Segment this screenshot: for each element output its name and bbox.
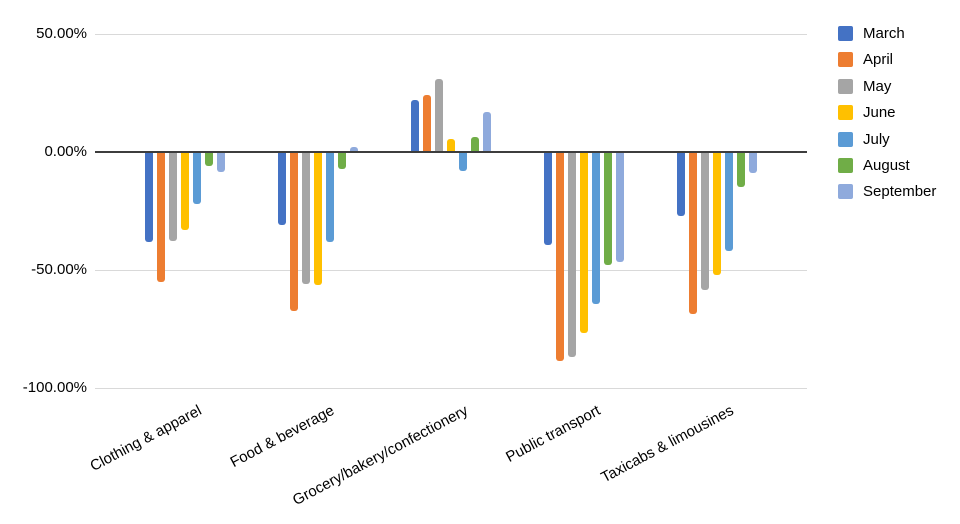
legend-label: March bbox=[863, 25, 905, 42]
legend-label: July bbox=[863, 130, 890, 148]
bar-june-taxicabs-limousines bbox=[712, 152, 721, 275]
legend-label: April bbox=[863, 51, 894, 69]
legend-label: June bbox=[863, 104, 896, 122]
y-tick-label: -50.00% bbox=[31, 261, 87, 278]
legend-item-may: May bbox=[838, 77, 936, 95]
category-label-clothing-apparel: Clothing & apparel bbox=[87, 402, 205, 475]
gridline bbox=[95, 34, 807, 35]
bar-april-clothing-apparel bbox=[156, 152, 165, 282]
zero-axis-line bbox=[95, 151, 807, 153]
bar-september-grocery-bakery-confectionery bbox=[482, 111, 491, 152]
legend: March April May June July August September bbox=[838, 25, 937, 211]
category-group-clothing-apparel bbox=[118, 34, 251, 388]
bar-september-clothing-apparel bbox=[216, 152, 225, 173]
y-tick-label: -100.00% bbox=[22, 379, 87, 396]
bar-may-food-beverage bbox=[301, 152, 310, 285]
bar-june-food-beverage bbox=[313, 152, 322, 286]
bar-august-food-beverage bbox=[337, 152, 346, 169]
bar-august-clothing-apparel bbox=[204, 152, 213, 167]
y-tick-label: 0.00% bbox=[44, 143, 87, 160]
category-label-food-beverage: Food & beverage bbox=[227, 402, 338, 472]
bar-september-public-transport bbox=[615, 152, 624, 262]
legend-item-august: August bbox=[838, 156, 936, 174]
bar-july-clothing-apparel bbox=[192, 152, 201, 204]
legend-swatch-icon bbox=[838, 184, 853, 200]
bar-april-grocery-bakery-confectionery bbox=[422, 95, 431, 152]
bar-august-public-transport bbox=[603, 152, 612, 266]
legend-label: May bbox=[863, 77, 892, 95]
bar-march-public-transport bbox=[543, 152, 552, 246]
gridline bbox=[95, 388, 807, 389]
legend-swatch-icon bbox=[838, 52, 853, 68]
bar-june-grocery-bakery-confectionery bbox=[446, 139, 455, 152]
bar-april-food-beverage bbox=[289, 152, 298, 312]
bar-march-clothing-apparel bbox=[144, 152, 153, 242]
bar-july-taxicabs-limousines bbox=[724, 152, 733, 252]
bar-group bbox=[144, 34, 225, 388]
bar-september-taxicabs-limousines bbox=[748, 152, 757, 174]
bar-group bbox=[277, 34, 358, 388]
bar-march-food-beverage bbox=[277, 152, 286, 226]
bar-july-public-transport bbox=[591, 152, 600, 305]
legend-swatch-icon bbox=[838, 157, 853, 173]
bar-may-public-transport bbox=[567, 152, 576, 358]
legend-item-june: June bbox=[838, 104, 936, 122]
bar-may-taxicabs-limousines bbox=[700, 152, 709, 291]
bar-april-taxicabs-limousines bbox=[688, 152, 697, 314]
legend-item-july: July bbox=[838, 130, 936, 148]
legend-label: September bbox=[863, 183, 937, 201]
legend-item-september: September bbox=[838, 183, 937, 201]
legend-swatch-icon bbox=[838, 26, 853, 41]
legend-item-april: April bbox=[838, 51, 936, 69]
category-group-public-transport bbox=[517, 34, 650, 388]
bar-march-grocery-bakery-confectionery bbox=[410, 100, 419, 152]
y-tick-label: 50.00% bbox=[36, 25, 87, 42]
bar-july-food-beverage bbox=[325, 152, 334, 242]
legend-swatch-icon bbox=[838, 78, 853, 94]
plot-area bbox=[95, 34, 807, 389]
legend-label: August bbox=[863, 156, 910, 174]
bar-august-grocery-bakery-confectionery bbox=[470, 136, 479, 152]
bar-june-clothing-apparel bbox=[180, 152, 189, 230]
bar-group bbox=[543, 34, 624, 388]
bar-may-clothing-apparel bbox=[168, 152, 177, 241]
bar-group bbox=[676, 34, 757, 388]
legend-swatch-icon bbox=[838, 105, 853, 121]
bar-july-grocery-bakery-confectionery bbox=[458, 152, 467, 171]
category-group-taxicabs-limousines bbox=[650, 34, 783, 388]
legend-swatch-icon bbox=[838, 131, 853, 147]
bar-september-food-beverage bbox=[349, 147, 358, 152]
category-label-public-transport: Public transport bbox=[503, 402, 604, 466]
bar-groups bbox=[118, 34, 783, 388]
bar-april-public-transport bbox=[555, 152, 564, 361]
category-group-grocery-bakery-confectionery bbox=[384, 34, 517, 388]
category-label-taxicabs-limousines: Taxicabs & limousines bbox=[598, 402, 737, 487]
bar-june-public-transport bbox=[579, 152, 588, 333]
bar-august-taxicabs-limousines bbox=[736, 152, 745, 188]
gridline bbox=[95, 270, 807, 271]
category-group-food-beverage bbox=[251, 34, 384, 388]
bar-group bbox=[410, 34, 491, 388]
legend-item-march: March bbox=[838, 25, 936, 42]
bar-march-taxicabs-limousines bbox=[676, 152, 685, 216]
bar-may-grocery-bakery-confectionery bbox=[434, 78, 443, 152]
